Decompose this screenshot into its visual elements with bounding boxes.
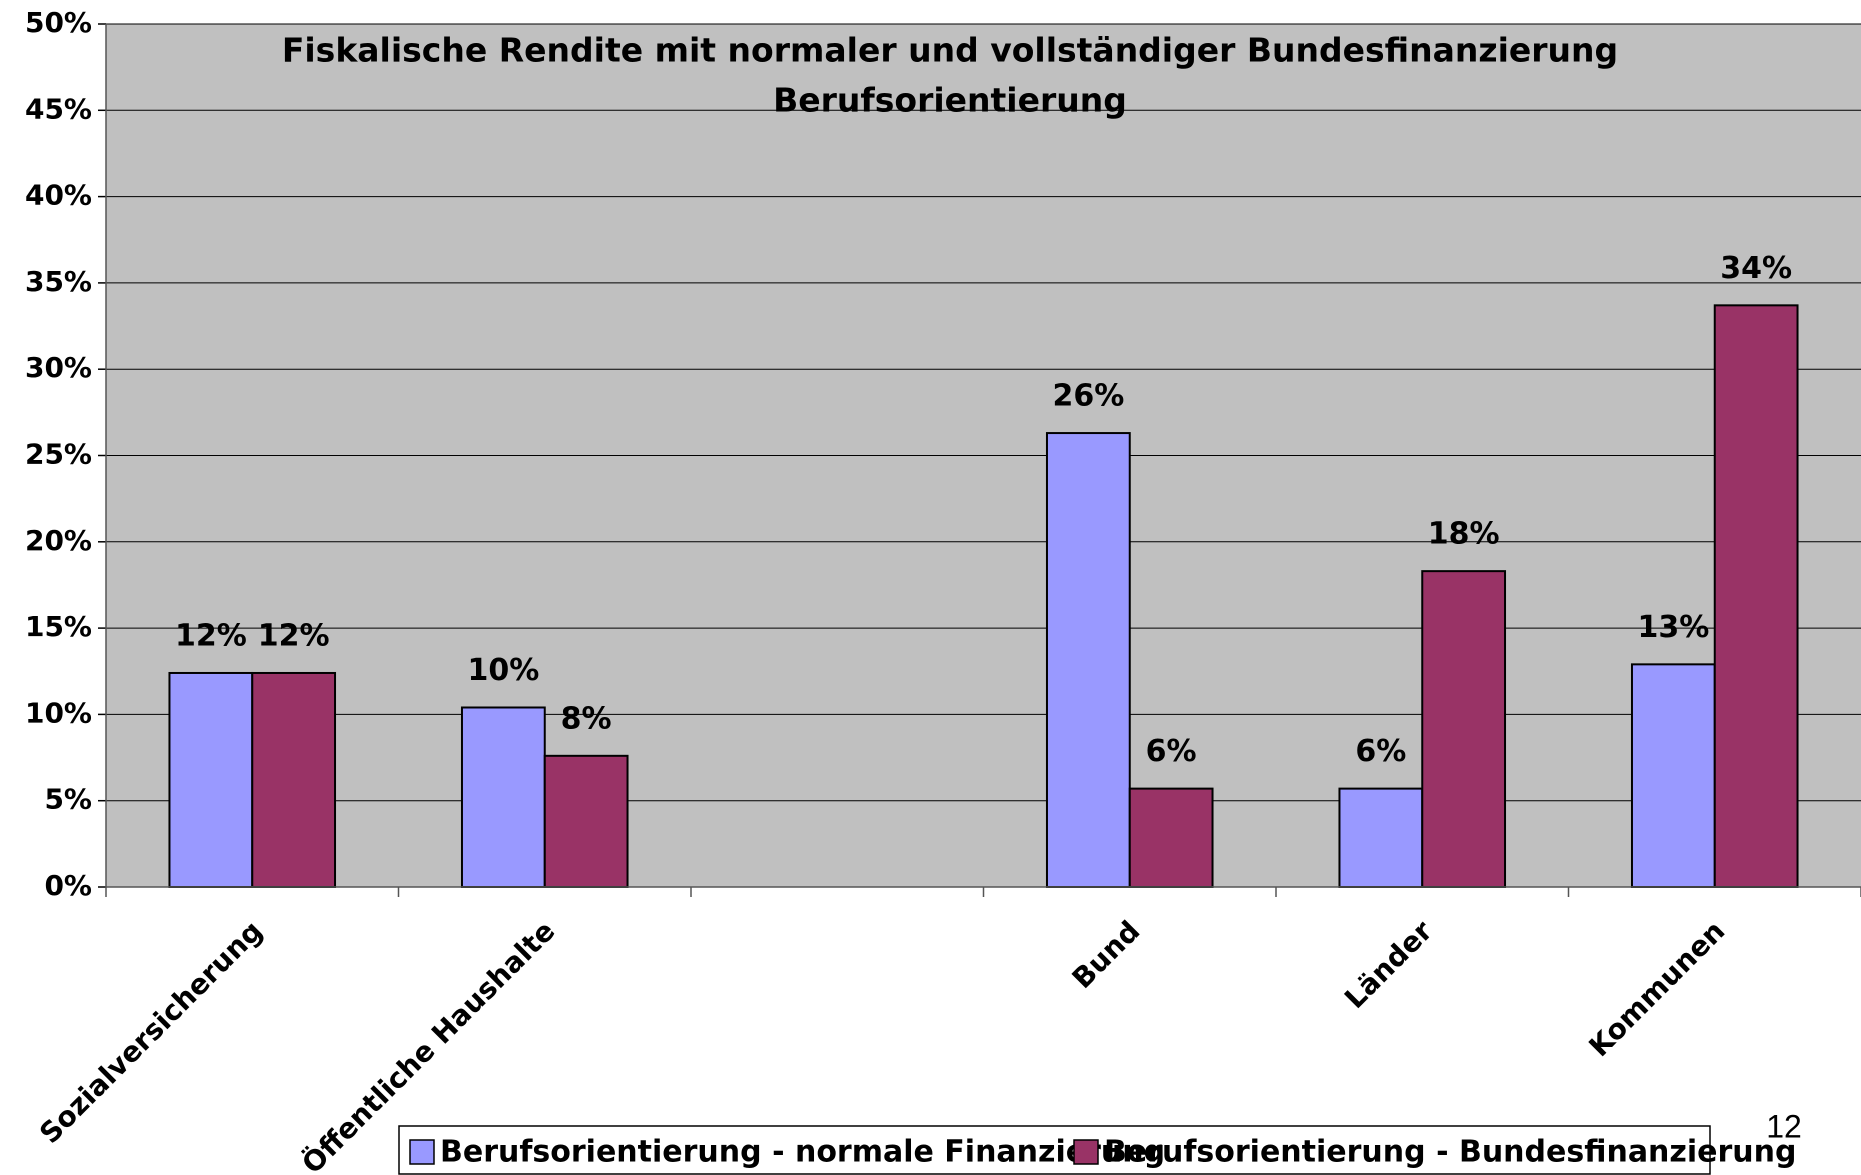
chart-title: Fiskalische Rendite mit normaler und vol… — [282, 31, 1618, 70]
y-tick-label: 45% — [25, 92, 92, 125]
x-tick-label: Länder — [1338, 914, 1439, 1015]
bar — [543, 754, 629, 888]
value-label: 12% — [175, 618, 247, 653]
value-label: 18% — [1428, 517, 1500, 552]
value-label: 10% — [467, 653, 539, 688]
value-label: 26% — [1052, 379, 1124, 414]
value-label: 12% — [258, 618, 330, 653]
value-label: 13% — [1637, 610, 1709, 645]
bar — [1713, 304, 1799, 888]
page-number: 12 — [1766, 1108, 1802, 1144]
y-tick-label: 0% — [44, 869, 92, 902]
value-label: 6% — [1355, 734, 1406, 769]
y-tick-label: 20% — [25, 524, 92, 557]
x-tick-label: Sozialversicherung — [33, 914, 269, 1150]
bar — [251, 671, 337, 889]
bar — [1045, 432, 1131, 888]
value-label: 34% — [1720, 251, 1792, 286]
x-tick-label: Kommunen — [1582, 914, 1731, 1063]
bar — [1128, 787, 1214, 888]
bar — [460, 706, 546, 888]
value-label: 6% — [1146, 734, 1197, 769]
y-tick-label: 10% — [25, 696, 92, 729]
legend-box — [398, 1125, 1711, 1175]
y-tick-label: 25% — [25, 438, 92, 471]
bar — [1338, 787, 1424, 888]
legend-label: Berufsorientierung - Bundesfinanzierung — [1104, 1135, 1797, 1170]
legend-swatch — [1073, 1139, 1099, 1165]
x-tick-label: Bund — [1066, 914, 1147, 995]
chart-subtitle: Berufsorientierung — [773, 81, 1127, 120]
y-tick-label: 5% — [44, 783, 92, 816]
value-label: 8% — [561, 701, 612, 736]
y-tick-label: 40% — [25, 179, 92, 212]
y-tick-label: 35% — [25, 265, 92, 298]
y-tick-label: 30% — [25, 351, 92, 384]
y-tick-label: 50% — [25, 6, 92, 39]
legend-label: Berufsorientierung - normale Finanzierun… — [440, 1135, 1165, 1170]
bar — [1630, 663, 1716, 889]
bar — [168, 671, 254, 889]
bar — [1421, 570, 1507, 889]
legend-swatch — [409, 1139, 435, 1165]
y-tick-label: 15% — [25, 610, 92, 643]
